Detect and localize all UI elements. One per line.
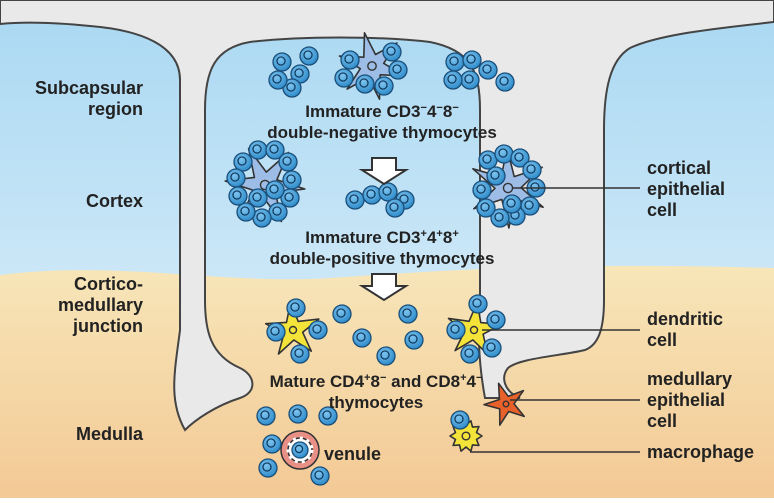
thymocyte — [318, 406, 338, 426]
thymocyte — [308, 320, 328, 340]
dendritic-cell-label-line: cell — [647, 330, 677, 350]
thymocyte — [378, 182, 398, 202]
thymocyte — [290, 344, 310, 364]
arrow-dn-to-dp — [358, 157, 410, 186]
thymocyte — [340, 50, 360, 70]
thymocyte — [494, 144, 514, 164]
macrophage-label-line: macrophage — [647, 442, 754, 462]
thymocyte — [450, 410, 470, 430]
thymocyte — [226, 168, 246, 188]
thymocyte — [268, 70, 288, 90]
thymocyte — [385, 198, 405, 218]
thymocyte — [482, 338, 502, 358]
corticomedullary-region-label-line: medullary — [58, 295, 143, 315]
medullary-epithelial-cell-label-line: epithelial — [647, 390, 725, 410]
thymocyte — [376, 346, 396, 366]
thymocyte — [334, 68, 354, 88]
mature-caption-line2: thymocytes — [329, 393, 423, 412]
thymocyte — [265, 180, 285, 200]
dp-caption-line1: Immature CD3+4+8+ — [305, 228, 459, 247]
thymocyte — [468, 294, 488, 314]
thymocyte — [460, 344, 480, 364]
thymocyte — [472, 180, 492, 200]
thymocyte — [282, 170, 302, 190]
thymocyte — [446, 320, 466, 340]
thymocyte — [256, 406, 276, 426]
thymocyte — [233, 152, 253, 172]
cortical-epithelial-cell-label-line: epithelial — [647, 179, 725, 199]
thymocyte — [355, 74, 375, 94]
thymocyte — [522, 160, 542, 180]
thymocyte — [268, 202, 288, 222]
capsule — [0, 0, 774, 432]
thymocyte — [502, 194, 522, 214]
dn-caption-line2: double-negative thymocytes — [267, 123, 497, 142]
cortical-epithelial-cell-label-line: cell — [647, 200, 677, 220]
thymocyte — [460, 70, 480, 90]
thymocyte — [262, 434, 282, 454]
thymocyte — [476, 198, 496, 218]
thymocyte — [345, 190, 365, 210]
cells-layer — [224, 31, 546, 486]
thymocyte — [382, 42, 402, 62]
thymocyte — [443, 70, 463, 90]
thymocyte — [286, 298, 306, 318]
thymocyte — [478, 150, 498, 170]
thymocyte — [288, 404, 308, 424]
dp-caption-line2: double-positive thymocytes — [270, 249, 495, 268]
thymocyte — [236, 202, 256, 222]
thymocyte — [486, 166, 506, 186]
thymocyte — [258, 458, 278, 478]
thymocyte — [445, 52, 465, 72]
cortical-epithelial-cell-label-line: cortical — [647, 158, 711, 178]
thymocyte — [510, 148, 530, 168]
thymocyte — [332, 304, 352, 324]
thymocyte — [478, 60, 498, 80]
corticomedullary-region-label-line: Cortico- — [74, 274, 143, 294]
medullary-epithelial-cell-label-line: cell — [647, 411, 677, 431]
dn-caption-line1: Immature CD3−4−8− — [305, 102, 459, 121]
thymocyte — [388, 60, 408, 80]
medulla-region-label-line: Medulla — [76, 424, 144, 444]
thymocyte — [248, 140, 268, 160]
thymocyte — [252, 208, 272, 228]
thymocyte — [272, 52, 292, 72]
thymocyte — [362, 185, 382, 205]
thymocyte — [291, 441, 309, 459]
dendritic-cell-label-line: dendritic — [647, 309, 723, 329]
thymocyte — [266, 322, 286, 342]
thymocyte — [404, 330, 424, 350]
thymocyte — [310, 466, 330, 486]
arrow-dp-to-mature — [358, 273, 410, 302]
thymocyte — [490, 208, 510, 228]
corticomedullary-region-label-line: junction — [72, 316, 143, 336]
thymocyte — [228, 186, 248, 206]
medullary-epithelial-cell-label-line: medullary — [647, 369, 732, 389]
thymocyte — [352, 328, 372, 348]
thymocyte — [486, 310, 506, 330]
thymocyte — [248, 188, 268, 208]
thymocyte — [265, 140, 285, 160]
thymocyte — [495, 72, 515, 92]
thymocyte — [299, 46, 319, 66]
mature-caption-line1: Mature CD4+8− and CD8+4− — [270, 372, 483, 391]
medullary-epithelial-cell — [483, 382, 525, 426]
thymocyte — [280, 188, 300, 208]
venule-label: venule — [324, 444, 381, 464]
thymocyte — [462, 50, 482, 70]
thymocyte — [374, 76, 394, 96]
thymocyte — [278, 152, 298, 172]
subcapsular-region-label-line: Subcapsular — [35, 78, 143, 98]
subcapsular-region-label-line: region — [88, 99, 143, 119]
thymocyte — [398, 304, 418, 324]
cortex-region-label-line: Cortex — [86, 191, 143, 211]
callout-labels: corticalepithelialcelldendriticcellmedul… — [647, 158, 754, 462]
